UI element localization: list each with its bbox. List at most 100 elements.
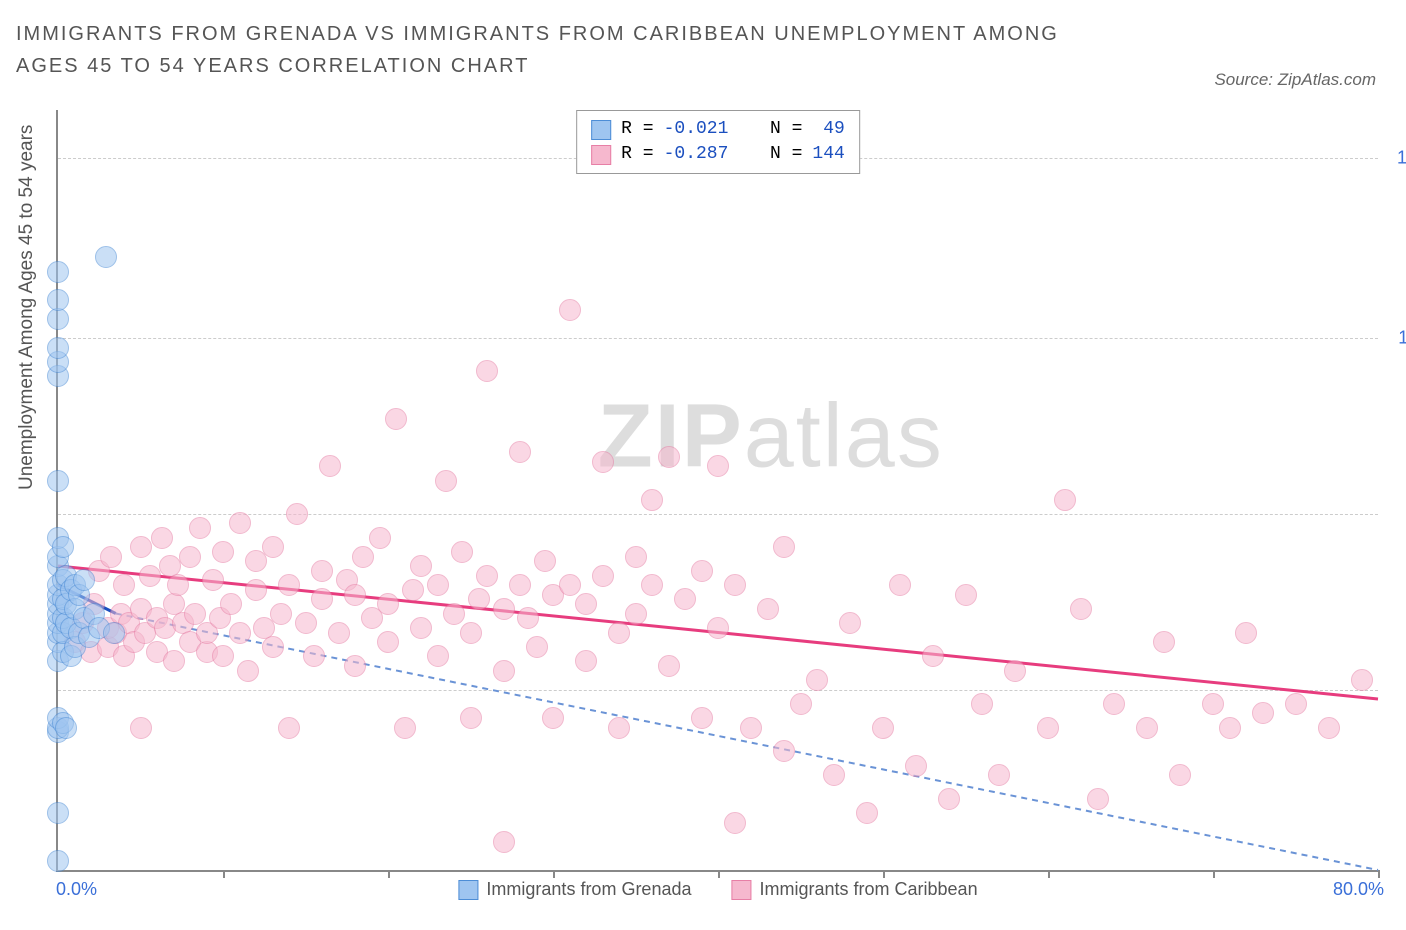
data-point: [130, 717, 152, 739]
data-point: [674, 588, 696, 610]
data-point: [460, 707, 482, 729]
data-point: [443, 603, 465, 625]
data-point: [103, 622, 125, 644]
data-point: [592, 451, 614, 473]
data-point: [905, 755, 927, 777]
data-point: [1235, 622, 1257, 644]
data-point: [938, 788, 960, 810]
data-point: [278, 717, 300, 739]
data-point: [163, 650, 185, 672]
x-tick: [388, 870, 390, 878]
y-tick-label: 15.0%: [1388, 147, 1406, 168]
y-tick-label: 7.5%: [1388, 503, 1406, 524]
data-point: [1070, 598, 1092, 620]
data-point: [509, 574, 531, 596]
data-point: [262, 636, 284, 658]
legend-item: Immigrants from Caribbean: [732, 879, 978, 900]
y-tick-label: 11.2%: [1388, 328, 1406, 349]
data-point: [220, 593, 242, 615]
legend-row: R = -0.021 N = 49: [591, 117, 845, 142]
data-point: [1153, 631, 1175, 653]
data-point: [47, 308, 69, 330]
data-point: [575, 650, 597, 672]
data-point: [1054, 489, 1076, 511]
data-point: [476, 360, 498, 382]
data-point: [740, 717, 762, 739]
data-point: [278, 574, 300, 596]
x-axis-end-label: 80.0%: [1333, 879, 1384, 900]
data-point: [47, 470, 69, 492]
data-point: [100, 546, 122, 568]
data-point: [47, 802, 69, 824]
data-point: [1252, 702, 1274, 724]
data-point: [212, 645, 234, 667]
data-point: [856, 802, 878, 824]
data-point: [394, 717, 416, 739]
data-point: [955, 584, 977, 606]
data-point: [47, 289, 69, 311]
data-point: [167, 574, 189, 596]
data-point: [47, 850, 69, 872]
data-point: [1318, 717, 1340, 739]
data-point: [47, 261, 69, 283]
y-axis-label: Unemployment Among Ages 45 to 54 years: [16, 125, 38, 490]
data-point: [476, 565, 498, 587]
r-value: -0.287: [664, 142, 729, 167]
data-point: [202, 569, 224, 591]
data-point: [468, 588, 490, 610]
legend-label: Immigrants from Grenada: [486, 879, 691, 900]
data-point: [988, 764, 1010, 786]
data-point: [130, 536, 152, 558]
data-point: [658, 655, 680, 677]
data-point: [369, 527, 391, 549]
data-point: [427, 645, 449, 667]
data-point: [724, 812, 746, 834]
data-point: [113, 574, 135, 596]
data-point: [889, 574, 911, 596]
data-point: [344, 584, 366, 606]
chart-title: IMMIGRANTS FROM GRENADA VS IMMIGRANTS FR…: [16, 18, 1116, 82]
legend-item: Immigrants from Grenada: [458, 879, 691, 900]
data-point: [385, 408, 407, 430]
data-point: [592, 565, 614, 587]
n-label: N =: [770, 142, 802, 167]
data-point: [377, 593, 399, 615]
data-point: [641, 489, 663, 511]
data-point: [724, 574, 746, 596]
data-point: [311, 560, 333, 582]
data-point: [625, 546, 647, 568]
legend-swatch-grenada: [458, 880, 478, 900]
data-point: [311, 588, 333, 610]
legend-label: Immigrants from Caribbean: [760, 879, 978, 900]
data-point: [95, 246, 117, 268]
data-point: [575, 593, 597, 615]
data-point: [1285, 693, 1307, 715]
data-point: [410, 617, 432, 639]
data-point: [493, 598, 515, 620]
data-point: [1169, 764, 1191, 786]
data-point: [922, 645, 944, 667]
data-point: [559, 574, 581, 596]
x-tick: [883, 870, 885, 878]
data-point: [344, 655, 366, 677]
n-value: 49: [812, 117, 844, 142]
data-point: [286, 503, 308, 525]
n-value: 144: [812, 142, 844, 167]
data-point: [1087, 788, 1109, 810]
legend-swatch-caribbean: [591, 145, 611, 165]
data-point: [303, 645, 325, 667]
data-point: [823, 764, 845, 786]
data-point: [608, 622, 630, 644]
r-value: -0.021: [664, 117, 729, 142]
data-point: [1219, 717, 1241, 739]
data-point: [245, 579, 267, 601]
data-point: [1103, 693, 1125, 715]
data-point: [237, 660, 259, 682]
data-point: [493, 660, 515, 682]
data-point: [262, 536, 284, 558]
data-point: [295, 612, 317, 634]
data-point: [971, 693, 993, 715]
data-point: [377, 631, 399, 653]
plot-area: ZIPatlas R = -0.021 N = 49 R = -0.287 N …: [56, 110, 1378, 872]
data-point: [270, 603, 292, 625]
